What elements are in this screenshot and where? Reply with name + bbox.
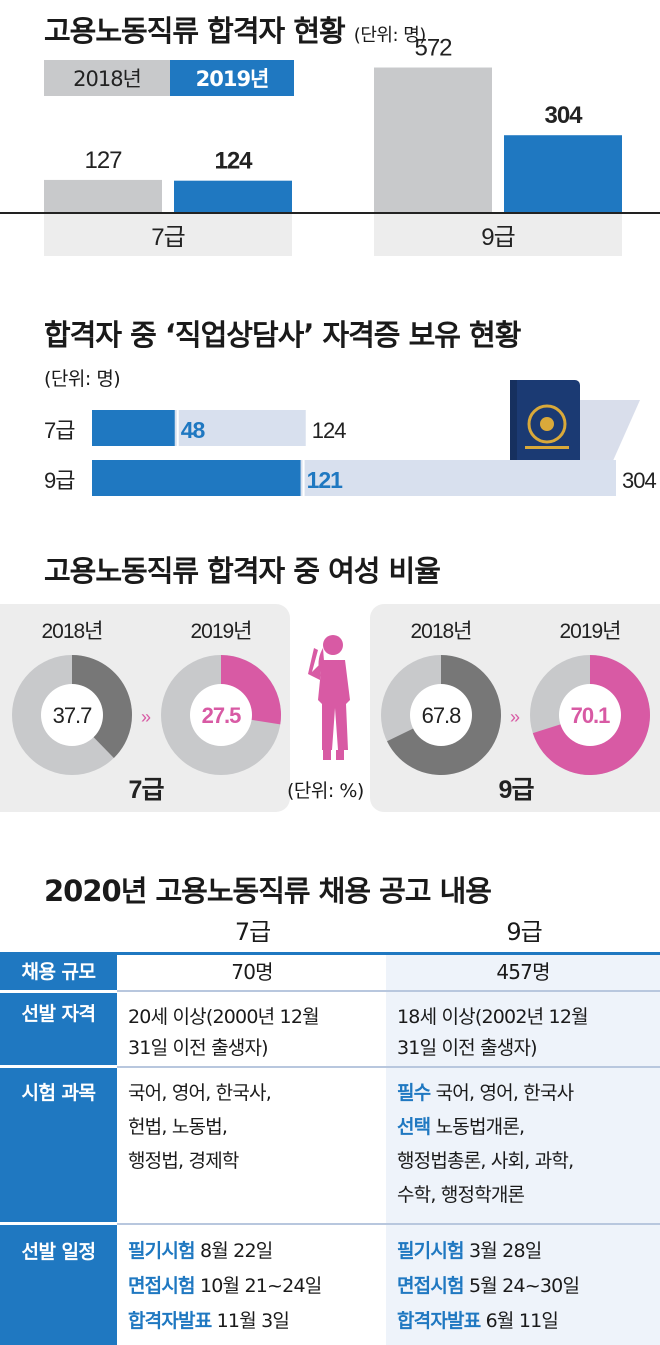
donut-year-label: 2018년: [410, 620, 471, 643]
row-label-schedule: 선발 일정: [0, 1225, 117, 1345]
bar: [44, 179, 162, 212]
donut-value-label: 37.7: [53, 703, 93, 728]
chart3-title: 고용노동직류 합격자 중 여성 비율: [44, 554, 441, 588]
bar: [374, 67, 492, 213]
chart1-legend: 2018년 2019년: [44, 60, 294, 96]
cell-schedule-9: 필기시험 3월 28일 면접시험 5월 24~30일 합격자발표 6월 11일: [397, 1240, 580, 1332]
category-label: 9급: [481, 224, 514, 251]
bar: [504, 135, 622, 212]
cell-scale-7: 70명: [231, 960, 273, 984]
holder-category-label: 7급: [44, 418, 75, 443]
donut-year-label: 2019년: [559, 620, 620, 643]
holder-bar: [92, 410, 175, 446]
donut-chart: 2018년 37.7 2019년 27.5 » 7급 2018년 67.8 2019년 70.1 »…: [12, 620, 650, 804]
row-label-qualification: 선발 자격: [0, 993, 117, 1065]
donut-hole: [410, 684, 472, 746]
baseline: [0, 212, 660, 214]
donut-hole: [190, 684, 252, 746]
row-label-scale: 채용 규모: [0, 955, 117, 990]
donut-hole: [41, 684, 103, 746]
total-value-label: 124: [312, 418, 346, 443]
donut-group-label: 9급: [499, 776, 535, 804]
total-value-label: 304: [622, 468, 656, 493]
holder-value-label: 121: [307, 467, 344, 493]
cell-scale-9: 457명: [496, 960, 550, 984]
donut-group-label: 7급: [129, 776, 165, 804]
chart2-title: 합격자 중 ‘직업상담사’ 자격증 보유 현황: [44, 318, 521, 352]
bar-value-label: 127: [84, 147, 122, 174]
donut-slice: [72, 655, 133, 758]
bar-value-label: 304: [544, 102, 583, 129]
col-header-7: 7급: [234, 918, 271, 946]
table-title: 2020년 고용노동직류 채용 공고 내용: [44, 874, 492, 908]
row-sep: [117, 1223, 660, 1225]
holder-divider: [302, 460, 305, 496]
holder-bar: [92, 460, 301, 496]
table-top-line: [0, 952, 660, 955]
col9-bg: [386, 955, 660, 1345]
cell-qualification-7: 20세 이상(2000년 12월 31일 이전 출생자): [128, 1006, 320, 1059]
legend-2018: 2018년: [44, 60, 170, 96]
bar-value-label: 572: [414, 35, 452, 62]
cell-subjects-7: 국어, 영어, 한국사, 헌법, 노동법, 행정법, 경제학: [128, 1082, 272, 1172]
arrow-icon: »: [510, 707, 520, 727]
holder-value-label: 48: [181, 417, 206, 443]
col-header-9: 9급: [506, 918, 542, 946]
cell-schedule-7: 필기시험 8월 22일 면접시험 10월 21~24일 합격자발표 11월 3일: [128, 1240, 322, 1332]
donut-year-label: 2018년: [41, 620, 102, 643]
arrow-icon: »: [141, 707, 151, 727]
donut-year-label: 2019년: [190, 620, 251, 643]
cell-qualification-9: 18세 이상(2002년 12월 31일 이전 출생자): [397, 1006, 589, 1059]
chart3-unit: (단위: %): [287, 780, 364, 802]
category-box-1: [374, 214, 622, 256]
cell-subjects-9: 필수 국어, 영어, 한국사 선택 노동법개론, 행정법총론, 사회, 과학, …: [397, 1082, 574, 1206]
category-label: 7급: [151, 224, 184, 251]
row-sep: [117, 990, 660, 992]
donut-value-label: 27.5: [202, 703, 242, 728]
category-box-0: [44, 214, 292, 256]
donut-hole: [559, 684, 621, 746]
row-label-subjects: 시험 과목: [0, 1068, 117, 1222]
holder-divider: [176, 410, 179, 446]
chart2-unit: (단위: 명): [44, 368, 121, 390]
holder-category-label: 9급: [44, 468, 75, 493]
woman-silhouette-icon: [308, 635, 350, 760]
donut-value-label: 70.1: [571, 703, 611, 728]
bar-value-label: 124: [214, 148, 253, 175]
bar-chart: 7급 9급 127 572 124 304: [0, 35, 660, 256]
legend-2019: 2019년: [170, 60, 294, 96]
donut-value-label: 67.8: [422, 703, 462, 728]
row-sep: [117, 1066, 660, 1068]
chart1-title: 고용노동직류 합격자 현황 (단위: 명): [44, 14, 426, 48]
bar: [174, 180, 292, 212]
holder-chart: 7급 48 124 9급 121 304: [44, 380, 657, 496]
